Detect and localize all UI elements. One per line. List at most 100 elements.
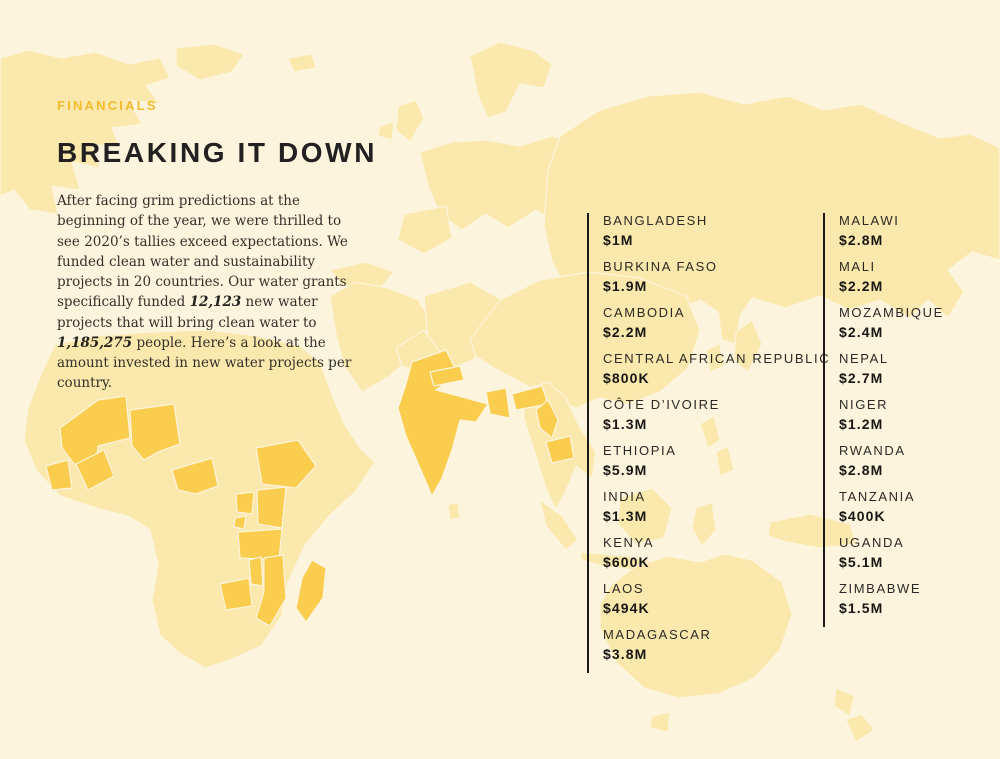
investment-entry: ETHIOPIA $5.9M	[603, 443, 818, 479]
country-label: ZIMBABWE	[839, 581, 922, 596]
investment-entry: MALI $2.2M	[839, 259, 999, 295]
map-country-mali	[59, 395, 131, 465]
map-sulawesi	[691, 501, 717, 547]
map-sumatra	[539, 499, 579, 551]
map-borneo	[617, 487, 673, 545]
amount-value: $5.1M	[839, 554, 884, 570]
country-label: NIGER	[839, 397, 889, 412]
amount-value: $400K	[839, 508, 886, 524]
investment-entry: MOZAMBIQUE $2.4M	[839, 305, 999, 341]
map-country-nepal	[429, 365, 465, 387]
amount-value: $5.9M	[603, 462, 648, 478]
map-iberia	[397, 205, 453, 255]
amount-value: $1.9M	[603, 278, 648, 294]
amount-value: $2.8M	[839, 232, 884, 248]
intro-text-3: people. Here’s a look at the amount inve…	[57, 334, 352, 392]
map-country-zimbabwe	[219, 577, 253, 611]
investment-entry: RWANDA $2.8M	[839, 443, 999, 479]
map-korea	[705, 343, 725, 373]
amount-value: $2.7M	[839, 370, 884, 386]
map-country-madagascar	[295, 559, 327, 623]
country-label: NEPAL	[839, 351, 889, 366]
investments-column-right: MALAWI $2.8M MALI $2.2M MOZAMBIQUE $2.4M…	[823, 213, 999, 627]
map-china	[469, 271, 701, 409]
map-sri-lanka	[447, 501, 461, 521]
amount-value: $1.3M	[603, 508, 648, 524]
country-label: CÔTE D’IVOIRE	[603, 397, 720, 412]
map-new-guinea	[767, 513, 857, 549]
intro-text-1: After facing grim predictions at the beg…	[57, 193, 348, 311]
map-philippines	[699, 415, 735, 477]
country-label: CAMBODIA	[603, 305, 686, 320]
amount-value: $1.3M	[603, 416, 648, 432]
amount-value: $2.8M	[839, 462, 884, 478]
country-label: KENYA	[603, 535, 655, 550]
amount-value: $2.4M	[839, 324, 884, 340]
amount-value: $1.5M	[839, 600, 884, 616]
map-country-ethiopia	[255, 439, 317, 489]
map-tasmania	[649, 711, 671, 733]
map-iceland	[287, 53, 317, 73]
country-label: BURKINA FASO	[603, 259, 718, 274]
investment-entry: CENTRAL AFRICAN REPUBLIC $800K	[603, 351, 831, 387]
map-greenland	[175, 43, 245, 81]
map-scandinavia	[469, 41, 553, 119]
country-label: LAOS	[603, 581, 645, 596]
investment-entry: NIGER $1.2M	[839, 397, 999, 433]
country-label: INDIA	[603, 489, 646, 504]
amount-value: $1M	[603, 232, 634, 248]
country-label: MOZAMBIQUE	[839, 305, 944, 320]
map-ireland	[377, 121, 395, 141]
country-label: MALAWI	[839, 213, 900, 228]
investment-entry: NEPAL $2.7M	[839, 351, 999, 387]
country-label: UGANDA	[839, 535, 905, 550]
investments-column-left: BANGLADESH $1M BURKINA FASO $1.9M CAMBOD…	[587, 213, 831, 673]
map-country-central-african-republic	[171, 457, 219, 495]
investment-entry: CAMBODIA $2.2M	[603, 305, 818, 341]
intro-block: FINANCIALS BREAKING IT DOWN After facing…	[57, 98, 378, 407]
map-country-tanzania	[237, 528, 283, 561]
map-country-uganda	[235, 491, 255, 515]
country-label: ETHIOPIA	[603, 443, 677, 458]
map-country-burkina-faso	[75, 449, 115, 491]
country-label: BANGLADESH	[603, 213, 708, 228]
map-country-cambodia	[545, 435, 575, 464]
country-label: MALI	[839, 259, 876, 274]
map-country-laos	[535, 399, 559, 439]
investment-entry: BANGLADESH $1M	[603, 213, 818, 249]
amount-value: $1.2M	[839, 416, 884, 432]
investment-entry: LAOS $494K	[603, 581, 818, 617]
investment-entry: UGANDA $5.1M	[839, 535, 999, 571]
map-new-zealand	[833, 687, 875, 743]
map-uk	[395, 99, 425, 143]
map-country-kenya	[256, 486, 287, 529]
map-north-america	[0, 49, 171, 215]
amount-value: $600K	[603, 554, 650, 570]
amount-value: $2.2M	[603, 324, 648, 340]
map-country-mozambique	[255, 554, 287, 627]
country-label: RWANDA	[839, 443, 906, 458]
investment-entry: INDIA $1.3M	[603, 489, 818, 525]
intro-text-2: new water projects that will bring clean…	[57, 294, 318, 331]
map-country-cote-divoire	[45, 459, 73, 491]
country-label: TANZANIA	[839, 489, 916, 504]
country-label: CENTRAL AFRICAN REPUBLIC	[603, 351, 831, 366]
map-country-niger	[129, 403, 181, 461]
map-australia	[599, 553, 793, 699]
map-country-malawi	[248, 556, 264, 587]
amount-value: $2.2M	[839, 278, 884, 294]
stat-people: 1,185,275	[57, 334, 133, 351]
investment-entry: BURKINA FASO $1.9M	[603, 259, 818, 295]
investment-entry: CÔTE D’IVOIRE $1.3M	[603, 397, 818, 433]
investment-entry: MADAGASCAR $3.8M	[603, 627, 818, 663]
intro-paragraph: After facing grim predictions at the beg…	[57, 191, 357, 394]
page-title: BREAKING IT DOWN	[57, 137, 378, 168]
map-country-rwanda	[233, 515, 247, 530]
stat-projects: 12,123	[189, 294, 242, 311]
amount-value: $3.8M	[603, 646, 648, 662]
map-country-bangladesh	[485, 387, 511, 419]
amount-value: $494K	[603, 600, 650, 616]
section-eyebrow: FINANCIALS	[57, 98, 158, 113]
investment-entry: KENYA $600K	[603, 535, 818, 571]
